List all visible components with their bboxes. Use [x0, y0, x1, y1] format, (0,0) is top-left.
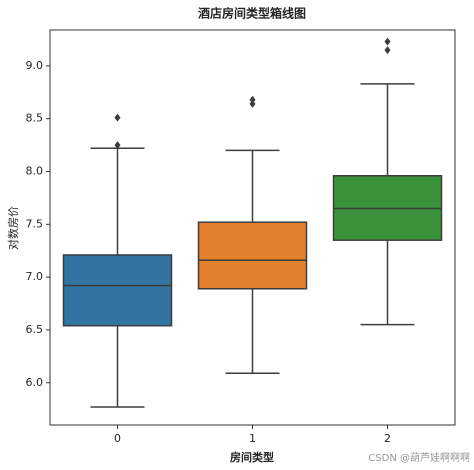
y-tick-label: 9.0	[26, 59, 44, 72]
outlier	[249, 99, 256, 108]
outlier	[384, 46, 391, 55]
y-tick-label: 6.5	[26, 323, 44, 336]
x-tick-label: 1	[249, 432, 256, 445]
y-tick-label: 8.5	[26, 112, 44, 125]
outlier	[114, 113, 121, 122]
outlier	[114, 141, 121, 150]
y-tick-label: 7.5	[26, 217, 44, 230]
y-tick-label: 7.0	[26, 270, 44, 283]
chart-title: 酒店房间类型箱线图	[198, 6, 306, 21]
outlier	[249, 95, 256, 104]
y-axis-label: 对数房价	[6, 206, 20, 250]
box	[62, 254, 173, 327]
x-axis-label: 房间类型	[230, 450, 274, 464]
box	[197, 221, 308, 290]
x-tick-label: 0	[114, 432, 121, 445]
watermark: CSDN @葫芦娃啊啊啊	[368, 451, 470, 464]
x-tick-label: 2	[384, 432, 391, 445]
y-tick-label: 8.0	[26, 165, 44, 178]
outlier	[384, 37, 391, 46]
y-tick-label: 6.0	[26, 376, 44, 389]
